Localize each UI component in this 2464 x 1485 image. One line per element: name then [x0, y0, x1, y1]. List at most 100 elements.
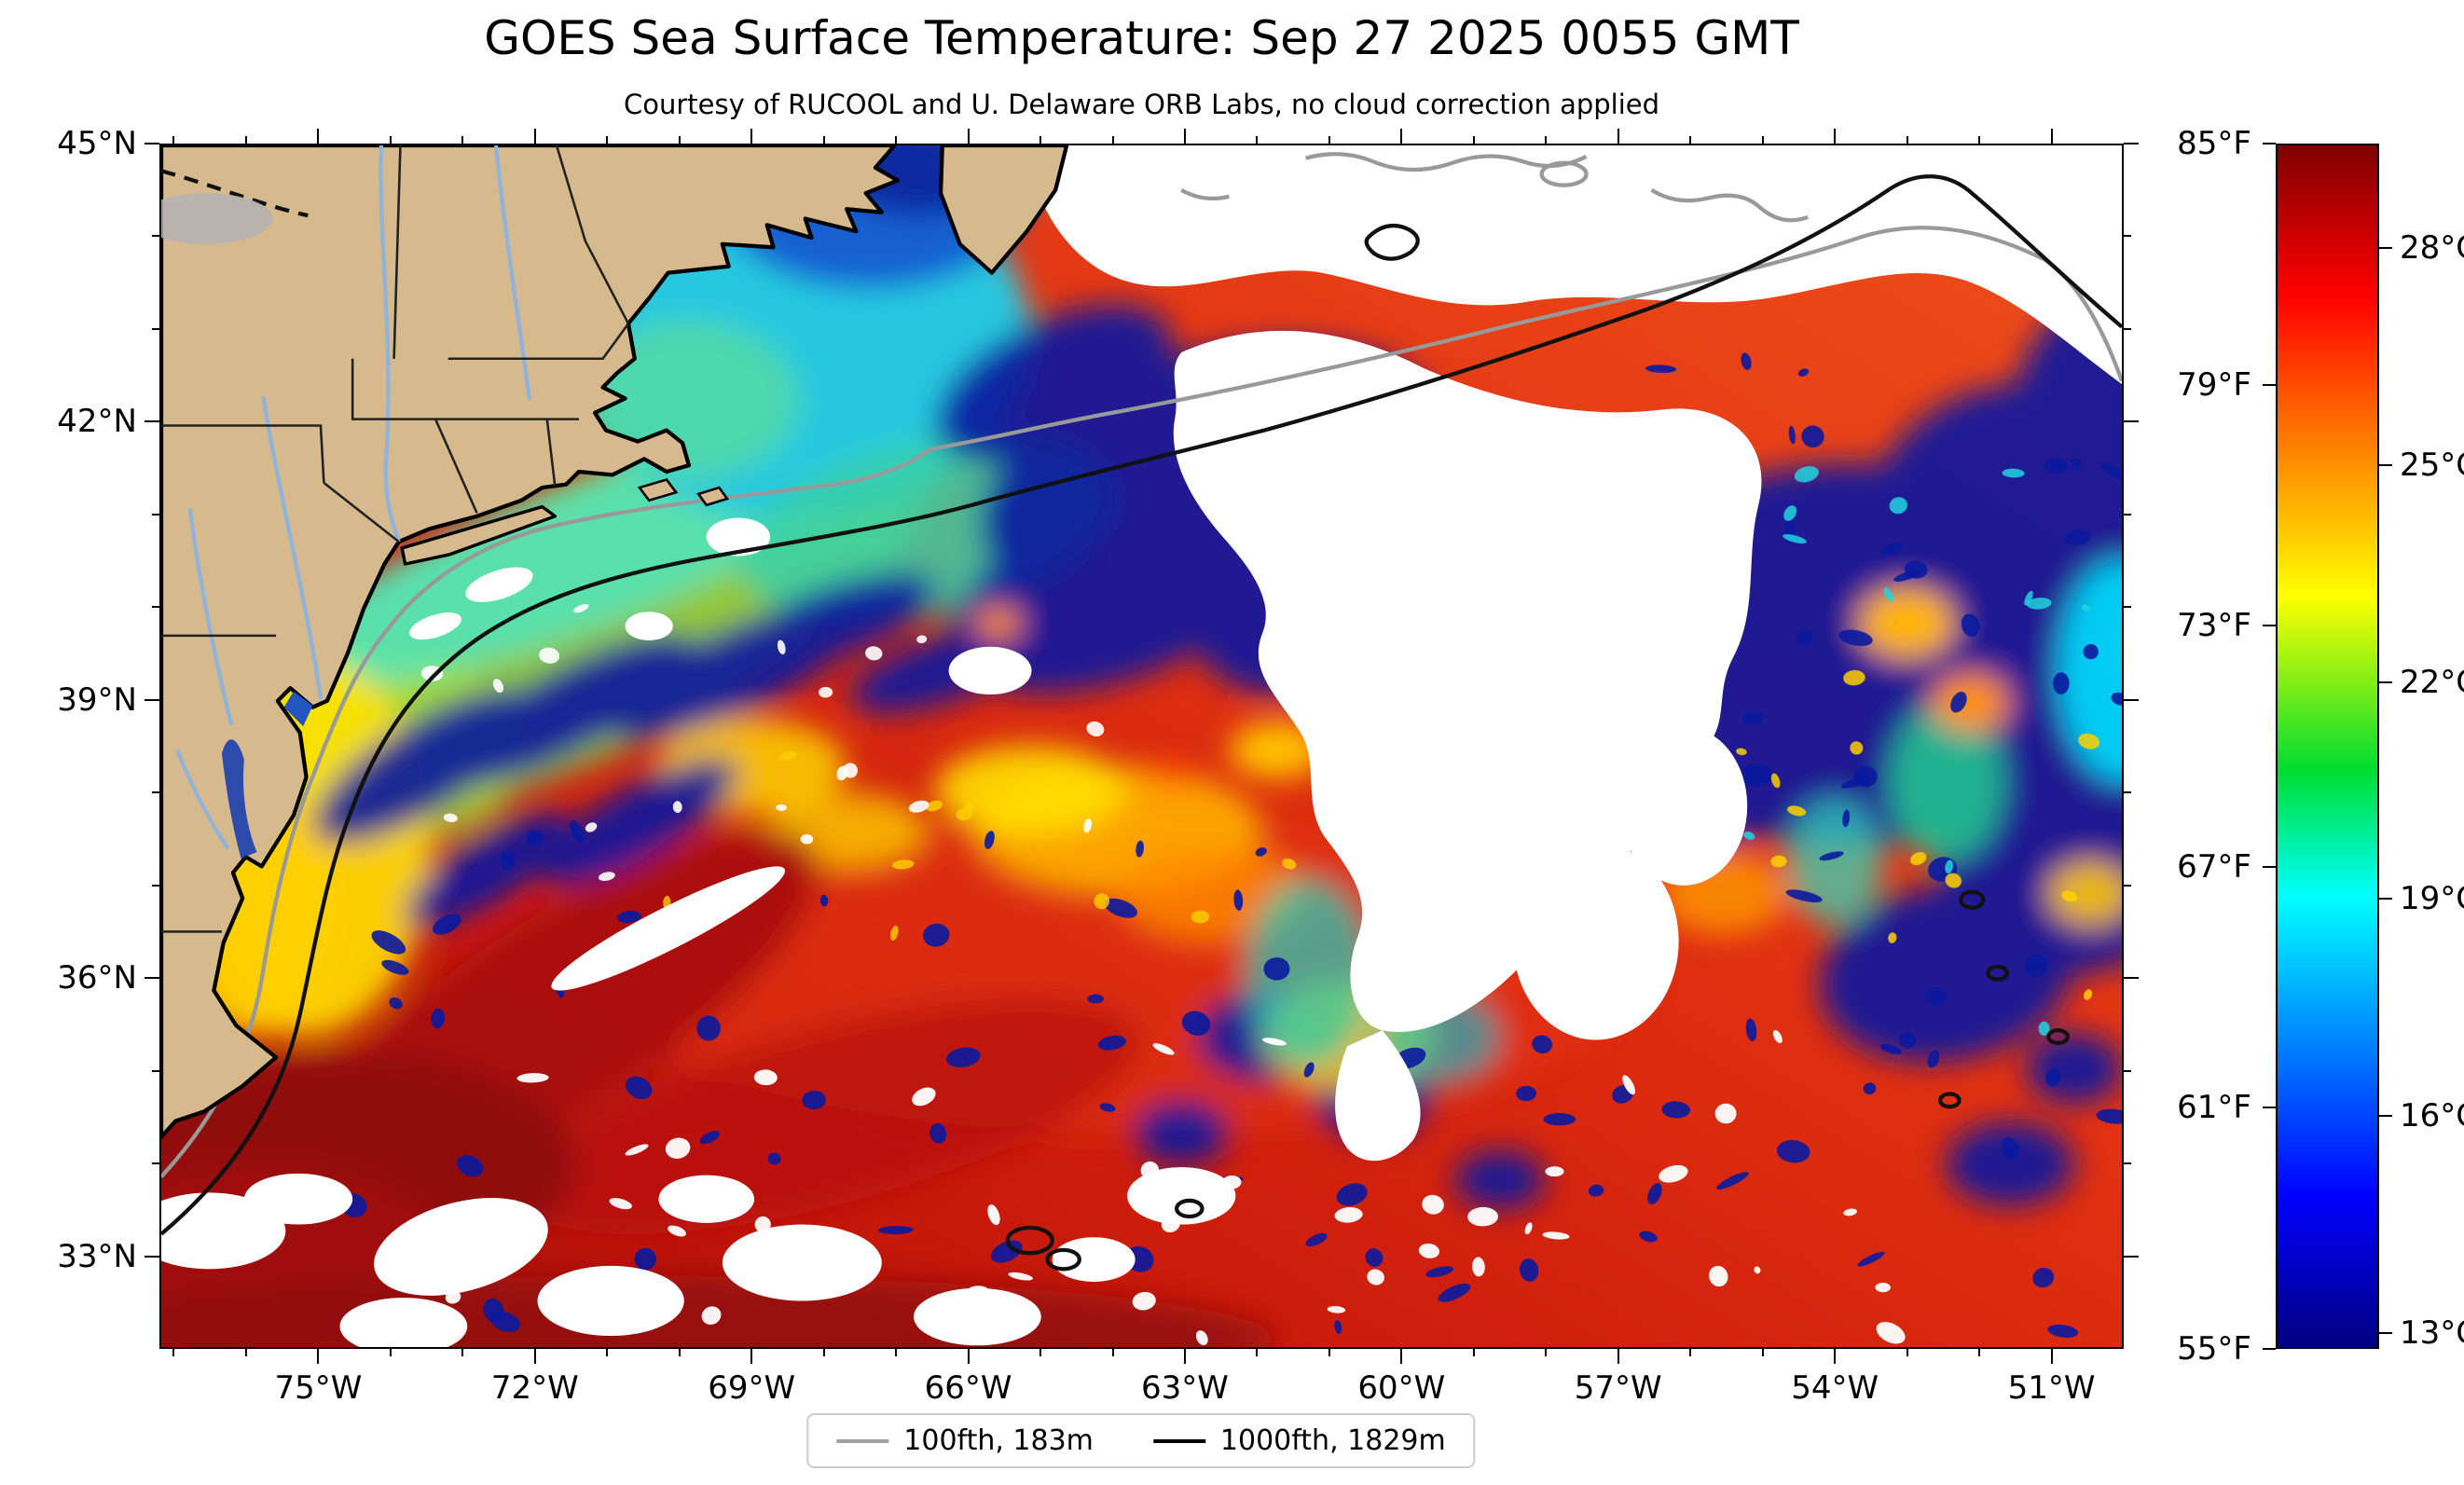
- axis-tick: [606, 136, 609, 144]
- colorbar-tick: [2379, 1115, 2392, 1118]
- border-dashed: [161, 169, 309, 218]
- axis-tick: [2124, 513, 2131, 516]
- contour-100fth: [161, 152, 2122, 1178]
- colorbar: [2276, 144, 2379, 1349]
- colorbar-label-c: 16°C: [2400, 1097, 2464, 1135]
- axis-tick: [1906, 136, 1908, 144]
- y-axis-label: 39°N: [57, 681, 137, 719]
- axis-tick: [1111, 136, 1114, 144]
- colorbar-tick: [2263, 1107, 2276, 1109]
- axis-tick: [172, 1349, 175, 1356]
- sst-map-plot: [159, 144, 2124, 1349]
- axis-tick: [1328, 136, 1330, 144]
- axis-tick: [1906, 1349, 1908, 1356]
- rivers: [175, 145, 532, 850]
- y-axis-label: 45°N: [57, 125, 137, 162]
- legend: 100fth, 183m 1000fth, 1829m: [806, 1413, 1476, 1468]
- axis-tick: [967, 129, 970, 144]
- x-axis-label: 51°W: [2007, 1369, 2096, 1407]
- colorbar-label-f: 61°F: [2177, 1089, 2251, 1127]
- delaware-bay: [283, 691, 313, 727]
- axis-tick: [1617, 1349, 1619, 1364]
- x-axis-label: 69°W: [708, 1369, 796, 1407]
- axis-tick: [533, 129, 536, 144]
- land-layer: [161, 145, 1069, 1139]
- gray-patch: [161, 193, 273, 244]
- axis-tick: [2124, 977, 2139, 980]
- axis-tick: [895, 1349, 898, 1356]
- axis-tick: [822, 136, 825, 144]
- axis-tick: [1039, 1349, 1042, 1356]
- axis-tick: [1978, 136, 1981, 144]
- y-axis-label: 42°N: [57, 403, 137, 441]
- legend-item: 1000fth, 1829m: [1152, 1424, 1446, 1457]
- legend-label: 1000fth, 1829m: [1219, 1424, 1446, 1457]
- legend-line-swatch: [836, 1438, 889, 1443]
- axis-tick: [1328, 1349, 1330, 1356]
- colorbar-label-c: 25°C: [2400, 446, 2464, 484]
- colorbar-label-c: 22°C: [2400, 663, 2464, 701]
- axis-tick: [152, 884, 159, 887]
- axis-tick: [1256, 1349, 1259, 1356]
- axis-tick: [1256, 136, 1259, 144]
- colorbar-tick: [2379, 247, 2392, 250]
- axis-tick: [152, 791, 159, 794]
- axis-tick: [389, 1349, 392, 1356]
- axis-tick: [317, 129, 320, 144]
- colorbar-tick: [2263, 1348, 2276, 1350]
- axis-tick: [145, 143, 159, 144]
- cloud-mask: [161, 145, 2122, 1347]
- axis-tick: [750, 129, 753, 144]
- axis-tick: [1545, 136, 1548, 144]
- colorbar-tick: [2263, 625, 2276, 627]
- state-borders: [161, 145, 630, 933]
- legend-line-swatch: [1152, 1438, 1205, 1443]
- mainland: [161, 145, 901, 1139]
- axis-tick: [461, 1349, 464, 1356]
- axis-tick: [145, 698, 159, 701]
- x-axis-label: 66°W: [924, 1369, 1012, 1407]
- axis-tick: [1400, 1349, 1403, 1364]
- axis-tick: [152, 513, 159, 516]
- axis-tick: [244, 1349, 247, 1356]
- axis-tick: [2124, 884, 2131, 887]
- axis-tick: [2124, 606, 2131, 609]
- axis-tick: [895, 136, 898, 144]
- axis-tick: [1472, 136, 1475, 144]
- colorbar-tick: [2263, 865, 2276, 868]
- axis-tick: [2050, 1349, 2053, 1364]
- axis-tick: [2050, 129, 2053, 144]
- axis-tick: [152, 1162, 159, 1165]
- colorbar-label-f: 79°F: [2177, 365, 2251, 404]
- contour-1000fth: [161, 174, 2122, 1272]
- axis-tick: [461, 136, 464, 144]
- axis-tick: [152, 235, 159, 238]
- axis-tick: [145, 977, 159, 980]
- axis-tick: [2124, 420, 2139, 423]
- axis-tick: [145, 420, 159, 423]
- axis-tick: [152, 1069, 159, 1072]
- axis-tick: [317, 1349, 320, 1364]
- colorbar-label-f: 67°F: [2177, 847, 2251, 886]
- sst-map-svg: [161, 145, 2122, 1347]
- axis-tick: [1111, 1349, 1114, 1356]
- axis-tick: [1183, 1349, 1186, 1364]
- axis-tick: [1834, 1349, 1837, 1364]
- axis-tick: [1183, 129, 1186, 144]
- colorbar-tick: [2379, 898, 2392, 901]
- colorbar-tick: [2263, 143, 2276, 144]
- legend-item: 100fth, 183m: [836, 1424, 1094, 1457]
- axis-tick: [1617, 129, 1619, 144]
- axis-tick: [145, 1255, 159, 1258]
- axis-tick: [2124, 1162, 2131, 1165]
- colorbar-label-c: 19°C: [2400, 880, 2464, 918]
- axis-tick: [1472, 1349, 1475, 1356]
- axis-tick: [2124, 698, 2139, 701]
- axis-tick: [2124, 143, 2139, 144]
- y-axis-label: 36°N: [57, 959, 137, 997]
- axis-tick: [1545, 1349, 1548, 1356]
- colorbar-tick: [2379, 463, 2392, 466]
- axis-tick: [244, 136, 247, 144]
- axis-tick: [533, 1349, 536, 1364]
- axis-tick: [1978, 1349, 1981, 1356]
